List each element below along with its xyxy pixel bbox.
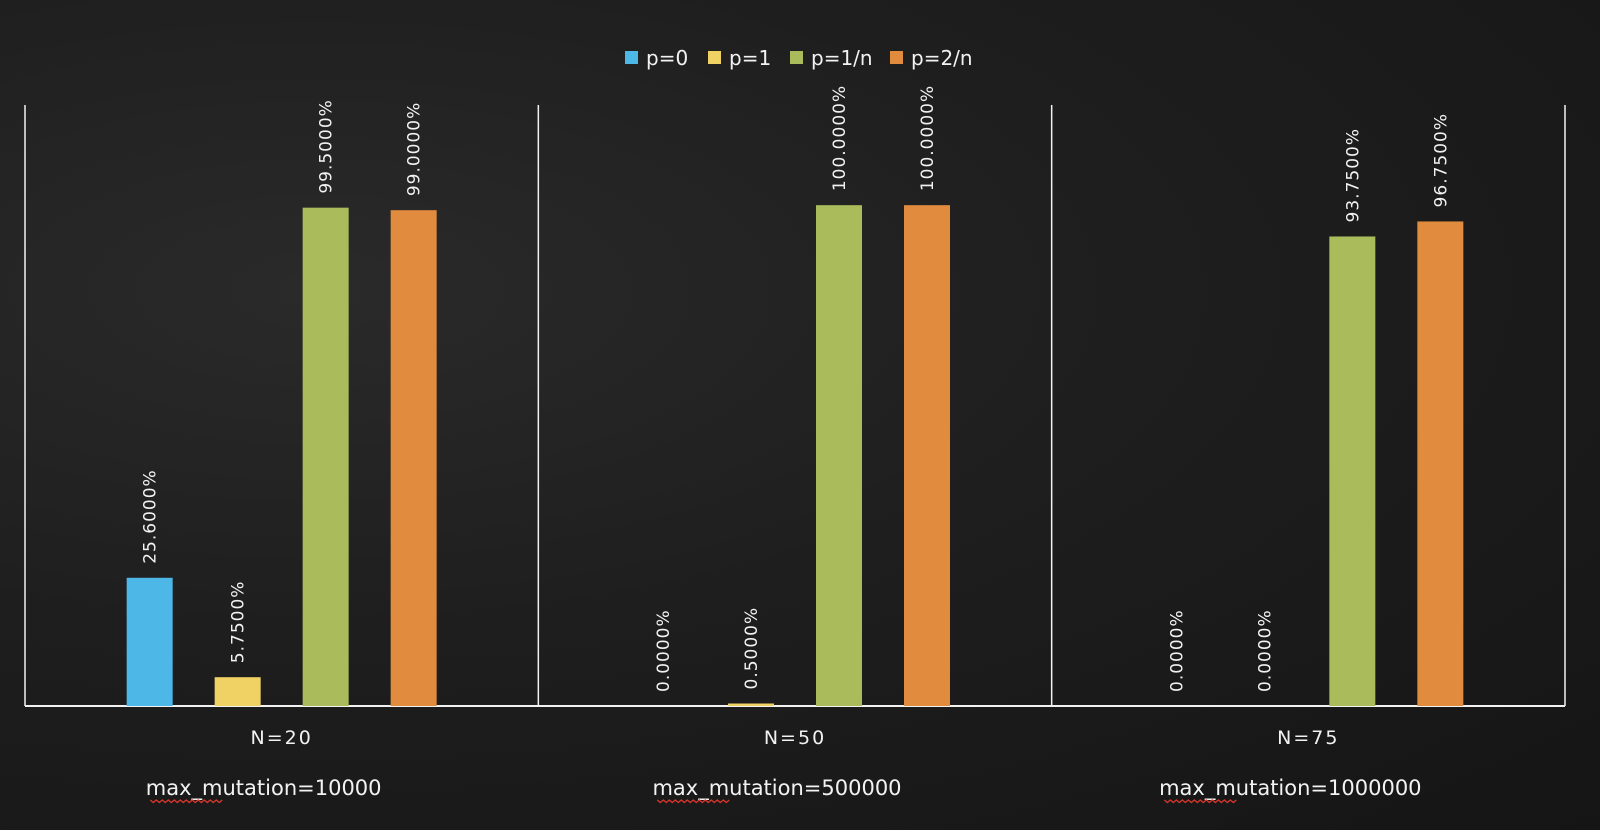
category-label: N=20: [251, 727, 313, 749]
legend: p=0 p=1 p=1/n p=2/n: [625, 46, 973, 70]
legend-label: p=1: [729, 46, 771, 70]
bar-p1n-2: [1329, 236, 1376, 706]
category-labels: N=20 max_mutation=10000 N=50 max_mutation=5…: [146, 727, 1422, 804]
data-labels: 25.6000% 5.7500% 99.5000% 99.0000% 0.0000% 0.…: [141, 85, 1452, 692]
bar-p1-0: [214, 677, 261, 706]
legend-swatch: [625, 51, 638, 64]
legend-label: p=1/n: [811, 46, 873, 70]
subcategory-label: max_mutation=10000: [146, 776, 382, 801]
subcategory-label: max_mutation=1000000: [1159, 776, 1421, 801]
data-label: 93.7500%: [1343, 128, 1363, 222]
data-label: 96.7500%: [1431, 113, 1451, 207]
category-label: N=75: [1277, 727, 1339, 749]
data-label: 0.0000%: [654, 609, 674, 692]
legend-swatch: [790, 51, 803, 64]
legend-swatch: [890, 51, 903, 64]
bar-p2n-1: [904, 205, 950, 706]
bar-p2n-2: [1417, 221, 1464, 706]
spellcheck-squiggle: [1163, 799, 1237, 804]
bar-p0-0: [126, 577, 173, 706]
data-label: 0.0000%: [1255, 609, 1275, 692]
data-label: 0.5000%: [742, 607, 762, 690]
data-label: 99.5000%: [317, 99, 337, 193]
bars: [126, 205, 1464, 707]
data-label: 25.6000%: [141, 469, 161, 563]
legend-label: p=0: [646, 46, 688, 70]
data-label: 99.0000%: [405, 102, 425, 196]
subcategory-label: max_mutation=500000: [652, 776, 901, 801]
data-label: 5.7500%: [229, 581, 249, 664]
legend-label: p=2/n: [911, 46, 973, 70]
spellcheck-squiggle: [656, 799, 730, 804]
data-label: 0.0000%: [1167, 609, 1187, 692]
axes: [24, 105, 1566, 707]
bar-p1n-1: [816, 205, 862, 706]
legend-swatch: [708, 51, 721, 64]
bar-p2n-0: [390, 210, 437, 707]
category-label: N=50: [764, 727, 826, 749]
data-label: 100.0000%: [918, 85, 938, 191]
data-label: 100.0000%: [830, 85, 850, 191]
bar-p1-1: [728, 703, 774, 706]
bar-p1n-0: [302, 207, 349, 706]
spellcheck-squiggle: [149, 799, 223, 804]
